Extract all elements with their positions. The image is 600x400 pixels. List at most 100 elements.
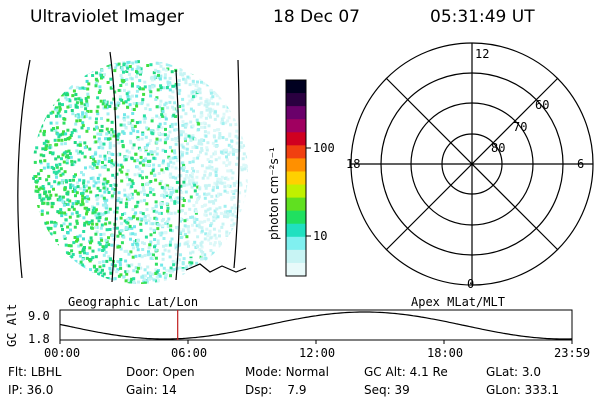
image-pixel [109, 77, 113, 81]
image-pixel [166, 206, 170, 210]
image-pixel [202, 121, 206, 125]
image-pixel [150, 119, 154, 123]
image-pixel [58, 114, 62, 118]
image-pixel [82, 237, 85, 241]
image-pixel [158, 182, 162, 186]
image-pixel [86, 95, 90, 99]
image-pixel [139, 148, 143, 152]
image-pixel [126, 98, 130, 102]
colorbar-tick-100: 100 [313, 141, 335, 155]
image-pixel [47, 196, 51, 200]
image-pixel [90, 222, 94, 226]
image-pixel [184, 132, 188, 136]
image-pixel [187, 94, 191, 98]
image-pixel [49, 121, 53, 125]
image-pixel [185, 147, 189, 151]
image-pixel [95, 117, 98, 121]
image-pixel [62, 121, 66, 125]
image-pixel [66, 93, 70, 97]
image-pixel [208, 110, 212, 114]
image-pixel [165, 186, 169, 190]
image-pixel [51, 110, 55, 114]
image-pixel [105, 228, 109, 232]
image-pixel [171, 105, 175, 109]
image-pixel [82, 188, 86, 192]
image-pixel [192, 157, 196, 160]
image-pixel [74, 194, 77, 198]
image-pixel [113, 264, 117, 268]
image-pixel [101, 203, 105, 207]
image-pixel [135, 68, 139, 72]
image-pixel [142, 242, 146, 246]
image-pixel [168, 88, 172, 92]
time-tick-0000: 00:00 [44, 346, 81, 360]
image-pixel [63, 117, 67, 121]
image-pixel [154, 248, 158, 252]
image-pixel [53, 180, 57, 184]
image-pixel [125, 220, 128, 224]
colorbar-band [286, 197, 306, 212]
image-pixel [174, 176, 178, 180]
image-pixel [185, 265, 189, 269]
image-pixel [190, 261, 194, 265]
image-pixel [79, 203, 83, 207]
image-pixel [136, 200, 140, 204]
image-pixel [136, 243, 140, 247]
image-pixel [149, 180, 153, 183]
image-pixel [225, 232, 229, 236]
image-pixel [108, 144, 112, 148]
image-pixel [147, 277, 151, 281]
image-pixel [199, 249, 203, 253]
image-pixel [163, 76, 167, 80]
image-pixel [83, 223, 87, 227]
image-pixel [155, 217, 159, 221]
image-pixel [79, 260, 83, 264]
image-pixel [85, 99, 89, 103]
image-pixel [227, 169, 231, 173]
image-pixel [149, 256, 153, 260]
image-pixel [102, 232, 106, 236]
image-pixel [162, 86, 166, 90]
image-pixel [112, 233, 116, 237]
image-pixel [75, 114, 79, 118]
image-pixel [213, 150, 217, 154]
image-pixel [143, 198, 146, 202]
image-pixel [228, 151, 232, 155]
image-pixel [115, 206, 119, 210]
image-pixel [119, 266, 123, 270]
image-pixel [208, 164, 212, 168]
image-pixel [63, 236, 67, 240]
image-pixel [75, 202, 79, 206]
image-pixel [109, 184, 113, 187]
image-pixel [148, 84, 152, 88]
image-pixel [112, 191, 116, 195]
image-pixel [153, 150, 157, 154]
image-pixel [117, 191, 121, 195]
image-pixel [83, 146, 87, 150]
image-pixel [154, 200, 158, 204]
image-pixel [107, 236, 110, 240]
image-pixel [203, 219, 207, 223]
image-pixel [69, 155, 73, 159]
image-pixel [124, 205, 128, 209]
image-pixel [167, 164, 171, 168]
image-pixel [41, 201, 45, 205]
image-pixel [199, 115, 203, 119]
image-pixel [200, 253, 204, 257]
image-pixel [146, 103, 150, 107]
image-pixel [116, 134, 120, 138]
image-pixel [75, 101, 79, 105]
image-pixel [161, 161, 165, 165]
image-pixel [54, 157, 58, 161]
image-pixel [210, 222, 214, 226]
image-pixel [133, 189, 137, 193]
image-pixel [164, 191, 168, 195]
image-pixel [144, 107, 148, 111]
image-pixel [136, 239, 140, 243]
image-pixel [228, 213, 232, 217]
image-pixel [206, 234, 210, 238]
image-pixel [163, 115, 167, 119]
image-pixel [125, 263, 129, 267]
image-pixel [197, 122, 201, 126]
